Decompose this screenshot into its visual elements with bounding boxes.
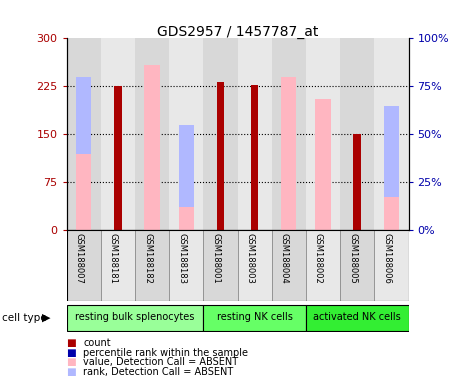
- Bar: [203, 230, 238, 301]
- Text: GSM188181: GSM188181: [109, 233, 118, 283]
- Bar: [76, 77, 91, 230]
- Bar: [238, 230, 272, 301]
- Text: GSM188006: GSM188006: [382, 233, 391, 283]
- Bar: [101, 230, 135, 301]
- Text: percentile rank within the sample: percentile rank within the sample: [83, 348, 248, 358]
- Bar: [135, 230, 169, 301]
- Bar: [306, 38, 340, 230]
- Bar: [144, 65, 160, 230]
- Text: ■: ■: [66, 358, 76, 367]
- Bar: [340, 230, 374, 301]
- Bar: [169, 230, 203, 301]
- Bar: [66, 38, 101, 230]
- FancyBboxPatch shape: [306, 305, 408, 331]
- FancyBboxPatch shape: [203, 305, 306, 331]
- Bar: [384, 197, 399, 230]
- Text: cell type: cell type: [2, 313, 47, 323]
- Text: GSM188004: GSM188004: [280, 233, 289, 283]
- Text: GSM188005: GSM188005: [348, 233, 357, 283]
- Text: ■: ■: [66, 338, 76, 348]
- Bar: [203, 38, 238, 230]
- Bar: [384, 106, 399, 230]
- Text: GDS2957 / 1457787_at: GDS2957 / 1457787_at: [157, 25, 318, 39]
- Text: GSM188002: GSM188002: [314, 233, 323, 283]
- Text: activated NK cells: activated NK cells: [314, 312, 401, 322]
- Bar: [114, 86, 122, 230]
- Bar: [272, 38, 306, 230]
- Bar: [340, 38, 374, 230]
- Text: rank, Detection Call = ABSENT: rank, Detection Call = ABSENT: [83, 367, 233, 377]
- Text: GSM188183: GSM188183: [177, 233, 186, 283]
- Text: GSM188001: GSM188001: [211, 233, 220, 283]
- Bar: [374, 38, 408, 230]
- Bar: [272, 230, 306, 301]
- Bar: [374, 230, 408, 301]
- Text: GSM188182: GSM188182: [143, 233, 152, 283]
- Bar: [251, 85, 258, 230]
- Text: resting NK cells: resting NK cells: [217, 312, 293, 322]
- Bar: [179, 125, 194, 230]
- Bar: [353, 134, 361, 230]
- Bar: [169, 38, 203, 230]
- Bar: [238, 38, 272, 230]
- FancyBboxPatch shape: [66, 305, 203, 331]
- Bar: [66, 230, 101, 301]
- Bar: [76, 154, 91, 230]
- Text: value, Detection Call = ABSENT: value, Detection Call = ABSENT: [83, 358, 238, 367]
- Text: count: count: [83, 338, 111, 348]
- Bar: [135, 38, 169, 230]
- Text: GSM188007: GSM188007: [75, 233, 84, 283]
- Text: resting bulk splenocytes: resting bulk splenocytes: [75, 312, 195, 322]
- Text: ▶: ▶: [42, 313, 51, 323]
- Bar: [101, 38, 135, 230]
- Bar: [217, 82, 224, 230]
- Bar: [306, 230, 340, 301]
- Bar: [315, 99, 331, 230]
- Text: GSM188003: GSM188003: [246, 233, 255, 283]
- Bar: [281, 77, 296, 230]
- Bar: [179, 207, 194, 230]
- Text: ■: ■: [66, 367, 76, 377]
- Text: ■: ■: [66, 348, 76, 358]
